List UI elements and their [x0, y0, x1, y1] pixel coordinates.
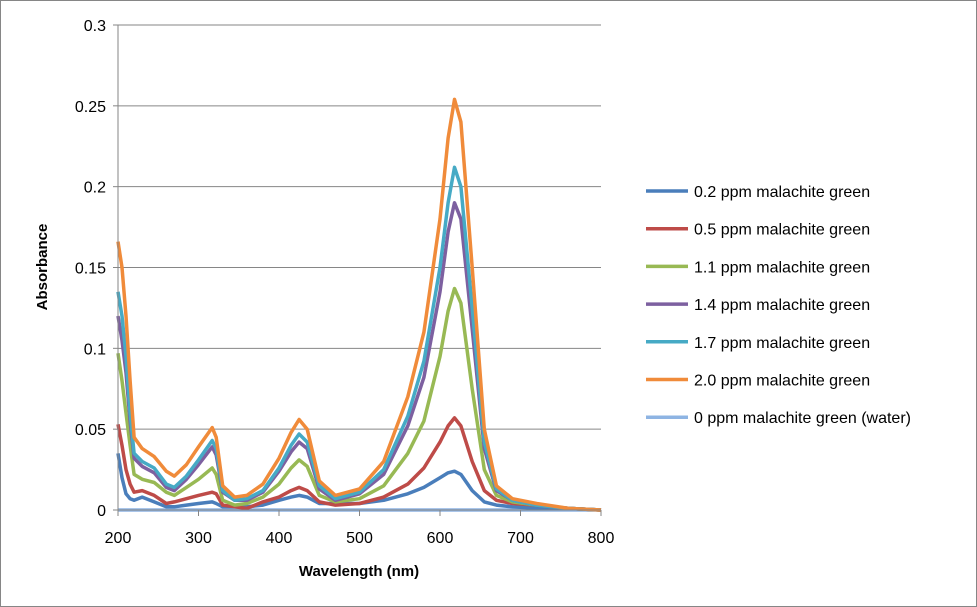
series-line-3: [116, 201, 602, 512]
legend-label: 0.2 ppm malachite green: [694, 184, 870, 201]
y-tick-label: 0.3: [84, 18, 106, 35]
y-tick-label: 0.05: [75, 422, 106, 439]
axes: [113, 24, 602, 516]
x-axis-title: Wavelength (nm): [299, 563, 419, 580]
y-tick-label: 0.2: [84, 180, 106, 197]
legend: 0.2 ppm malachite green 0.5 ppm malachite…: [646, 184, 911, 427]
legend-label: 0 ppm malachite green (water): [694, 410, 911, 427]
series-line-1: [116, 416, 602, 512]
y-tick-label: 0.15: [75, 261, 106, 278]
series-line-4: [116, 165, 602, 512]
y-tick-label: 0.1: [84, 341, 106, 358]
x-tick-label: 400: [266, 530, 293, 547]
x-tick-label: 800: [588, 530, 615, 547]
legend-label: 1.7 ppm malachite green: [694, 335, 870, 352]
x-tick-label: 700: [507, 530, 534, 547]
series-line-5: [116, 97, 602, 512]
x-tick-label: 200: [105, 530, 132, 547]
legend-label: 1.1 ppm malachite green: [694, 259, 870, 276]
gridlines: [118, 24, 601, 430]
x-tick-label: 300: [185, 530, 212, 547]
series-line-0: [116, 453, 602, 512]
legend-label: 2.0 ppm malachite green: [694, 373, 870, 390]
legend-label: 1.4 ppm malachite green: [694, 297, 870, 314]
y-tick-label: 0.25: [75, 99, 106, 116]
series-lines: [116, 97, 602, 512]
x-tick-label: 500: [346, 530, 373, 547]
tick-labels: 0 0.05 0.1 0.15 0.2 0.25 0.3 200 300 400 500 600 700…: [75, 18, 615, 547]
y-axis-title: Absorbance: [34, 224, 51, 311]
x-tick-label: 600: [427, 530, 454, 547]
legend-label: 0.5 ppm malachite green: [694, 222, 870, 239]
series-line-2: [116, 286, 602, 512]
y-tick-label: 0: [97, 503, 106, 520]
